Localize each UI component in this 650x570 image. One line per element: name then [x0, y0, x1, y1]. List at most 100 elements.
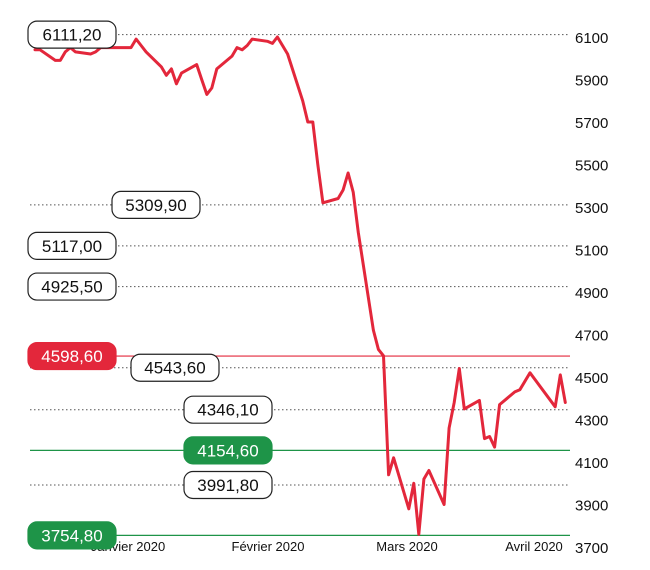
- data-point: [54, 59, 56, 61]
- y-tick-label: 5700: [575, 115, 608, 132]
- level-label-box: [27, 20, 117, 49]
- data-point: [130, 47, 132, 49]
- y-tick-label: 5300: [575, 200, 608, 217]
- data-point: [34, 49, 36, 51]
- data-point: [352, 191, 354, 193]
- data-point: [347, 172, 349, 174]
- y-tick-label: 4900: [575, 285, 608, 302]
- y-tick-label: 5500: [575, 158, 608, 175]
- data-point: [145, 51, 147, 53]
- data-point: [231, 55, 233, 57]
- data-point: [286, 53, 289, 55]
- x-tick-label: Février 2020: [232, 539, 305, 554]
- data-point: [180, 72, 183, 74]
- data-point: [125, 47, 127, 49]
- data-point: [494, 446, 496, 448]
- y-tick-label: 6100: [575, 30, 608, 47]
- level-value-label: 3991,80: [183, 470, 273, 500]
- y-tick-label: 4300: [575, 413, 608, 430]
- data-point: [317, 163, 319, 166]
- data-point: [206, 93, 208, 95]
- level-label-box: [27, 521, 117, 550]
- data-point: [74, 51, 77, 53]
- data-point: [478, 399, 481, 401]
- data-point: [307, 121, 309, 123]
- data-point: [418, 533, 420, 535]
- data-point: [39, 49, 41, 51]
- level-value-label: 4346,10: [183, 395, 273, 424]
- data-point: [499, 404, 501, 406]
- data-point: [448, 427, 450, 429]
- series-line: [33, 35, 567, 536]
- data-point: [196, 64, 198, 66]
- y-tick-label: 3900: [575, 498, 608, 515]
- data-point: [529, 372, 531, 374]
- x-tick-label: Avril 2020: [505, 539, 563, 554]
- level-label-text: 5117,00: [42, 237, 102, 256]
- data-point: [559, 374, 561, 376]
- data-point: [443, 503, 445, 506]
- level-label-text: 4925,50: [41, 278, 102, 297]
- level-label-text: 6111,20: [43, 26, 102, 45]
- data-point: [393, 457, 395, 459]
- y-tick-label: 3700: [575, 540, 608, 557]
- level-value-label: 6111,20: [27, 20, 117, 49]
- y-tick-label: 5900: [575, 73, 608, 90]
- level-label-box: [183, 395, 273, 424]
- data-point: [302, 100, 304, 102]
- data-point: [216, 68, 218, 70]
- data-point: [170, 68, 172, 70]
- y-axis: 6100 5900 5700 5500 5300 5100 4900 4700 4500 4300…: [575, 30, 608, 557]
- data-point: [246, 44, 248, 47]
- level-label-box: [27, 272, 117, 301]
- data-point: [514, 391, 516, 393]
- level-label-box: [183, 470, 273, 500]
- data-point: [488, 435, 491, 438]
- data-point: [453, 401, 455, 404]
- data-point: [135, 38, 137, 40]
- data-point: [64, 51, 66, 53]
- level-labels: 6111,20 5309,90 5117,00 4925,50 4598,60 4543,…: [27, 20, 273, 550]
- data-point: [408, 508, 410, 510]
- data-point: [59, 59, 61, 61]
- data-point: [337, 197, 339, 200]
- data-point: [423, 478, 425, 480]
- level-label-text: 3991,80: [197, 476, 258, 495]
- data-point: [372, 329, 374, 331]
- y-tick-label: 4100: [575, 455, 608, 472]
- data-point: [524, 380, 526, 382]
- data-point: [312, 121, 314, 123]
- level-label-box: [183, 436, 273, 465]
- level-value-label: 5117,00: [27, 231, 117, 260]
- data-point: [483, 438, 486, 440]
- data-point: [382, 355, 385, 357]
- data-point: [266, 40, 268, 42]
- x-axis: Janvier 2020 Février 2020 Mars 2020 Avril 2…: [91, 539, 563, 554]
- level-label-box: [27, 341, 117, 371]
- data-point: [175, 83, 178, 85]
- data-point: [160, 66, 162, 68]
- level-value-label: 5309,90: [111, 190, 201, 219]
- data-point: [140, 44, 142, 47]
- data-point: [281, 44, 284, 47]
- data-point: [342, 189, 344, 191]
- data-point: [271, 42, 273, 44]
- data-point: [95, 51, 97, 53]
- level-label-box: [111, 190, 201, 219]
- data-point: [357, 231, 359, 234]
- level-label-text: 4543,60: [144, 359, 205, 378]
- level-value-label: 4598,60: [27, 341, 117, 371]
- data-point: [554, 406, 556, 408]
- level-value-label: 4925,50: [27, 272, 117, 301]
- y-tick-label: 4500: [575, 370, 608, 387]
- data-point: [322, 202, 324, 204]
- level-value-label: 4154,60: [183, 436, 273, 465]
- data-point: [276, 36, 279, 38]
- level-label-box: [27, 231, 117, 260]
- data-point: [236, 47, 238, 49]
- data-point: [211, 87, 213, 89]
- data-point: [564, 401, 566, 404]
- level-lines: [30, 34, 570, 536]
- y-tick-label: 4700: [575, 328, 608, 345]
